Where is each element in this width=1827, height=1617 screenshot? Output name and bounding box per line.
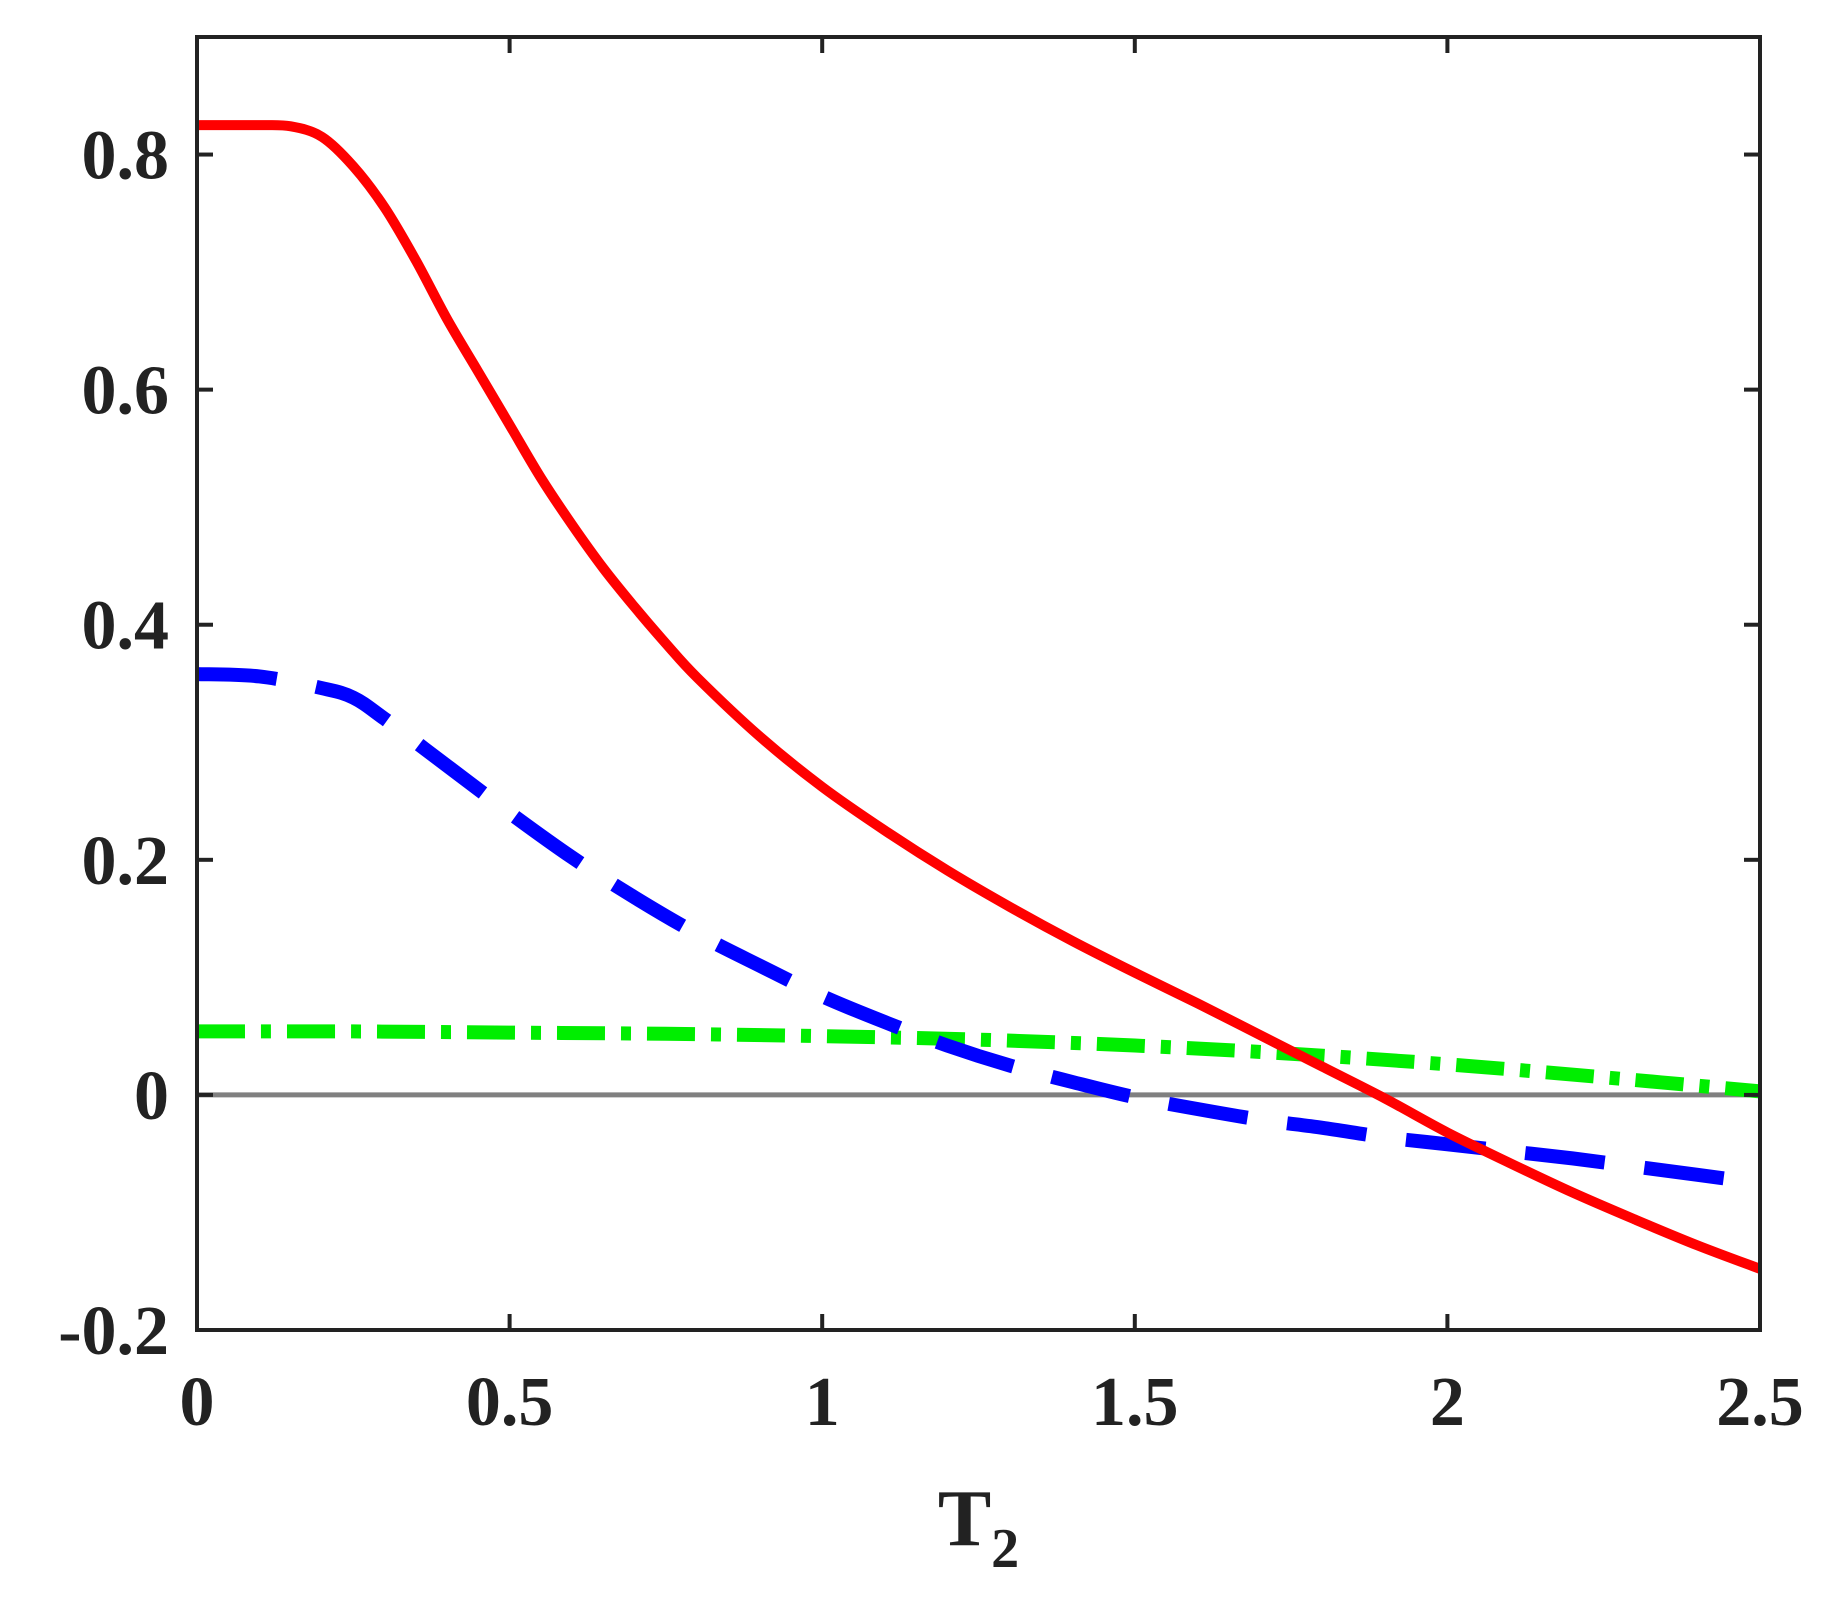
x-axis-title-main: T bbox=[938, 1475, 991, 1563]
series-layer bbox=[196, 120, 1762, 1274]
x-tick-label: 0.5 bbox=[466, 1364, 554, 1441]
y-tick-label: 0.4 bbox=[82, 588, 170, 665]
x-tick-label: 2 bbox=[1430, 1364, 1465, 1441]
x-tick-label: 1 bbox=[805, 1364, 840, 1441]
x-tick-label: 2.5 bbox=[1716, 1364, 1804, 1441]
x-axis-title: T2 bbox=[938, 1475, 1019, 1580]
y-tick-label: 0 bbox=[134, 1058, 169, 1135]
x-tick-label: 0 bbox=[180, 1364, 215, 1441]
y-tick-label: 0.2 bbox=[82, 823, 170, 900]
y-tick-label: 0.6 bbox=[82, 353, 170, 430]
series-line-dashdot bbox=[196, 1024, 1761, 1099]
ticks-layer: 0 0.5 1 1.5 2 2.5-0.200.20.40.60.8 bbox=[58, 37, 1804, 1441]
x-tick-label: 1.5 bbox=[1091, 1364, 1179, 1441]
y-tick-label: 0.8 bbox=[82, 118, 170, 195]
plot-frame bbox=[195, 35, 1762, 1332]
x-axis-title-subscript: 2 bbox=[991, 1518, 1019, 1580]
y-tick-label: -0.2 bbox=[58, 1293, 169, 1370]
series-line-solid bbox=[196, 120, 1762, 1274]
